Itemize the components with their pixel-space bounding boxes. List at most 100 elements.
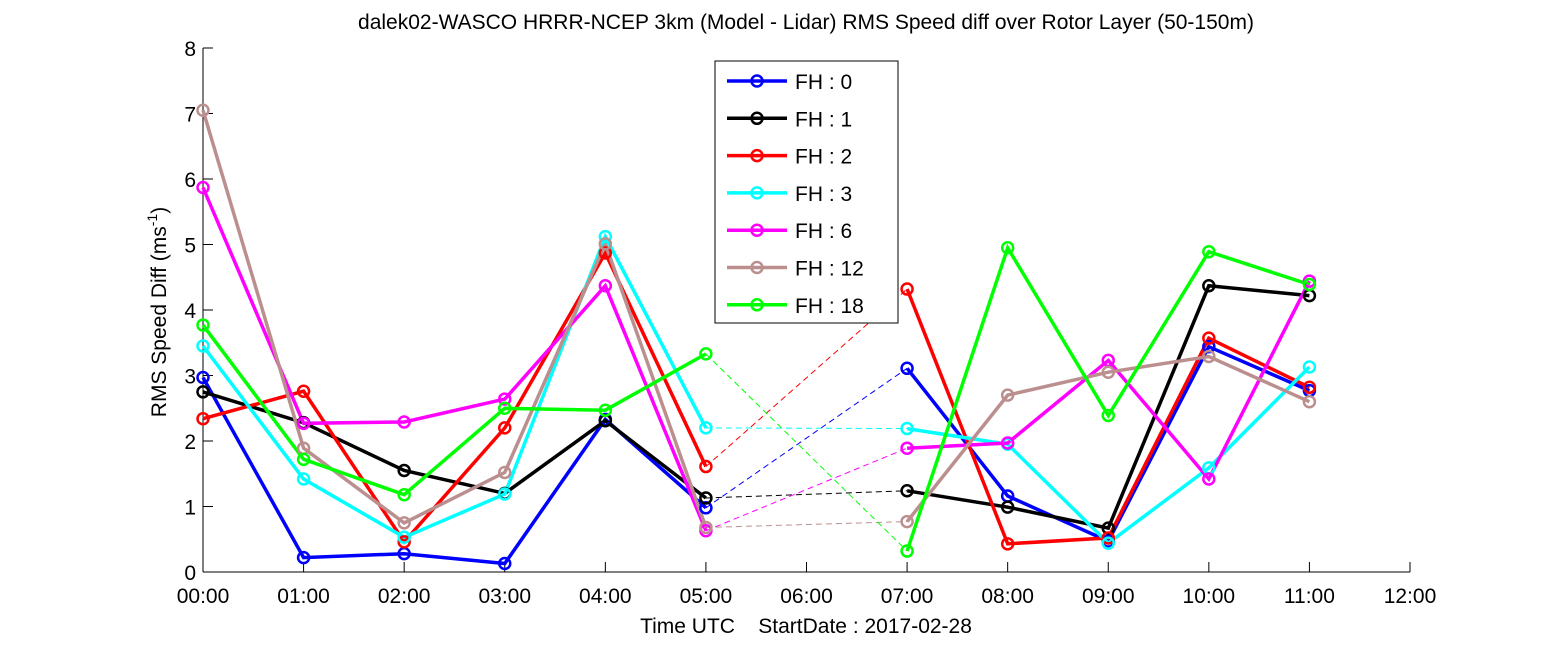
x-tick-label: 09:00 <box>1082 585 1135 608</box>
legend-entry-label: FH : 6 <box>795 220 852 243</box>
gap-connector-4 <box>705 447 908 532</box>
series-marker <box>1000 388 1015 402</box>
x-axis-label: Time UTC StartDate : 2017-02-28 <box>640 615 972 638</box>
series-marker <box>900 441 914 455</box>
series-marker <box>1101 531 1115 545</box>
series-marker <box>296 472 311 486</box>
x-tick-label: 08:00 <box>981 585 1034 608</box>
x-tick-label: 03:00 <box>478 585 531 608</box>
series-marker <box>699 347 713 361</box>
y-axis-label-main: RMS Speed Diff (ms <box>148 226 171 417</box>
series-marker <box>1202 331 1216 345</box>
legend-swatch-marker <box>750 260 764 275</box>
series-marker <box>900 282 914 296</box>
series-marker <box>900 361 914 376</box>
series-marker <box>498 392 512 406</box>
x-axis-ticks: 00:00 01:00 02:00 03:00 04:00 05:00 06:00 07:00… <box>177 562 1437 608</box>
series-marker <box>397 530 411 545</box>
y-tick-label: 6 <box>184 169 196 192</box>
series-marker <box>498 401 512 415</box>
series-marker <box>900 544 914 558</box>
series-marker <box>296 452 311 467</box>
x-tick-label: 10:00 <box>1183 585 1236 608</box>
y-tick-label: 3 <box>184 366 196 389</box>
y-tick-label: 8 <box>184 38 196 61</box>
gap-connector-3 <box>705 427 908 430</box>
gap-connector-1 <box>705 490 908 499</box>
legend-entry-label: FH : 1 <box>795 108 852 131</box>
series-marker <box>196 385 210 399</box>
gap-connector-0 <box>705 367 908 509</box>
legend-entry-label: FH : 18 <box>795 295 864 318</box>
gap-connectors <box>705 288 908 552</box>
series-marker <box>196 103 210 117</box>
series-line-1-part-0 <box>202 390 707 500</box>
legend-swatch-marker <box>750 111 764 126</box>
legend-swatch-marker <box>750 223 764 237</box>
y-tick-label: 7 <box>184 104 196 127</box>
series-marker <box>1000 500 1015 514</box>
series-marker <box>196 318 210 332</box>
series-marker <box>397 535 411 549</box>
legend-entry-label: FH : 0 <box>795 71 852 94</box>
series-marker <box>1000 241 1015 255</box>
series-marker <box>699 421 713 435</box>
series-marker <box>1000 436 1015 450</box>
y-axis-label-sup: -1 <box>144 214 160 227</box>
legend-swatch-marker <box>750 298 764 312</box>
x-tick-label: 04:00 <box>579 585 632 608</box>
series-marker <box>498 421 512 435</box>
series-marker <box>397 487 411 502</box>
y-tick-label: 1 <box>184 497 196 520</box>
series-marker <box>900 514 914 529</box>
series-marker <box>1101 365 1115 379</box>
series-marker <box>196 339 210 353</box>
x-tick-label: 02:00 <box>378 585 431 608</box>
y-axis-label-tail: ) <box>148 207 171 214</box>
series-marker <box>598 229 613 244</box>
x-tick-label: 12:00 <box>1384 585 1437 608</box>
y-tick-label: 2 <box>184 431 196 454</box>
series-marker <box>196 180 210 195</box>
series-line-4-part-1 <box>907 280 1311 483</box>
series-marker <box>900 421 914 436</box>
y-tick-label: 5 <box>184 235 196 258</box>
series-marker <box>1302 394 1317 409</box>
series-marker <box>296 384 311 398</box>
gap-connector-6 <box>705 353 908 552</box>
series-line-3-part-0 <box>201 232 708 540</box>
x-tick-label: 07:00 <box>881 585 934 608</box>
chart-title: dalek02-WASCO HRRR-NCEP 3km (Model - Lid… <box>358 11 1254 34</box>
legend-swatch-marker <box>750 186 764 200</box>
series-marker <box>498 465 512 480</box>
series-line-5-part-0 <box>201 109 708 529</box>
series-line-4-part-0 <box>201 186 708 532</box>
legend-entry-label: FH : 2 <box>795 146 852 169</box>
y-axis-label: RMS Speed Diff (ms-1) <box>144 207 171 417</box>
legend: FH : 0 FH : 1 FH : 2 FH : 3 FH : 6 FH : 12 FH … <box>714 60 899 324</box>
y-axis-ticks: 0 1 2 3 4 5 6 7 8 <box>184 38 213 585</box>
series-marker <box>498 487 512 501</box>
series-marker <box>699 491 713 505</box>
series-marker <box>900 484 914 498</box>
series-line-5-part-1 <box>905 354 1311 523</box>
series-marker <box>1202 472 1216 486</box>
series-markers <box>196 103 1317 571</box>
series-marker <box>1101 536 1115 550</box>
legend-entry-label: FH : 3 <box>795 183 852 206</box>
x-tick-label: 06:00 <box>780 585 833 608</box>
series-marker <box>397 463 411 478</box>
series-marker <box>1202 349 1216 364</box>
series-marker <box>397 516 411 530</box>
legend-entry-label: FH : 12 <box>795 258 864 281</box>
series-marker <box>397 415 411 429</box>
series-marker <box>196 411 210 426</box>
y-tick-label: 0 <box>184 562 196 585</box>
x-tick-label: 00:00 <box>177 585 230 608</box>
series-marker <box>699 520 713 535</box>
series-marker <box>196 370 210 385</box>
series-line-6-part-0 <box>201 324 707 497</box>
gap-connector-5 <box>705 521 908 528</box>
series-marker <box>598 403 613 417</box>
